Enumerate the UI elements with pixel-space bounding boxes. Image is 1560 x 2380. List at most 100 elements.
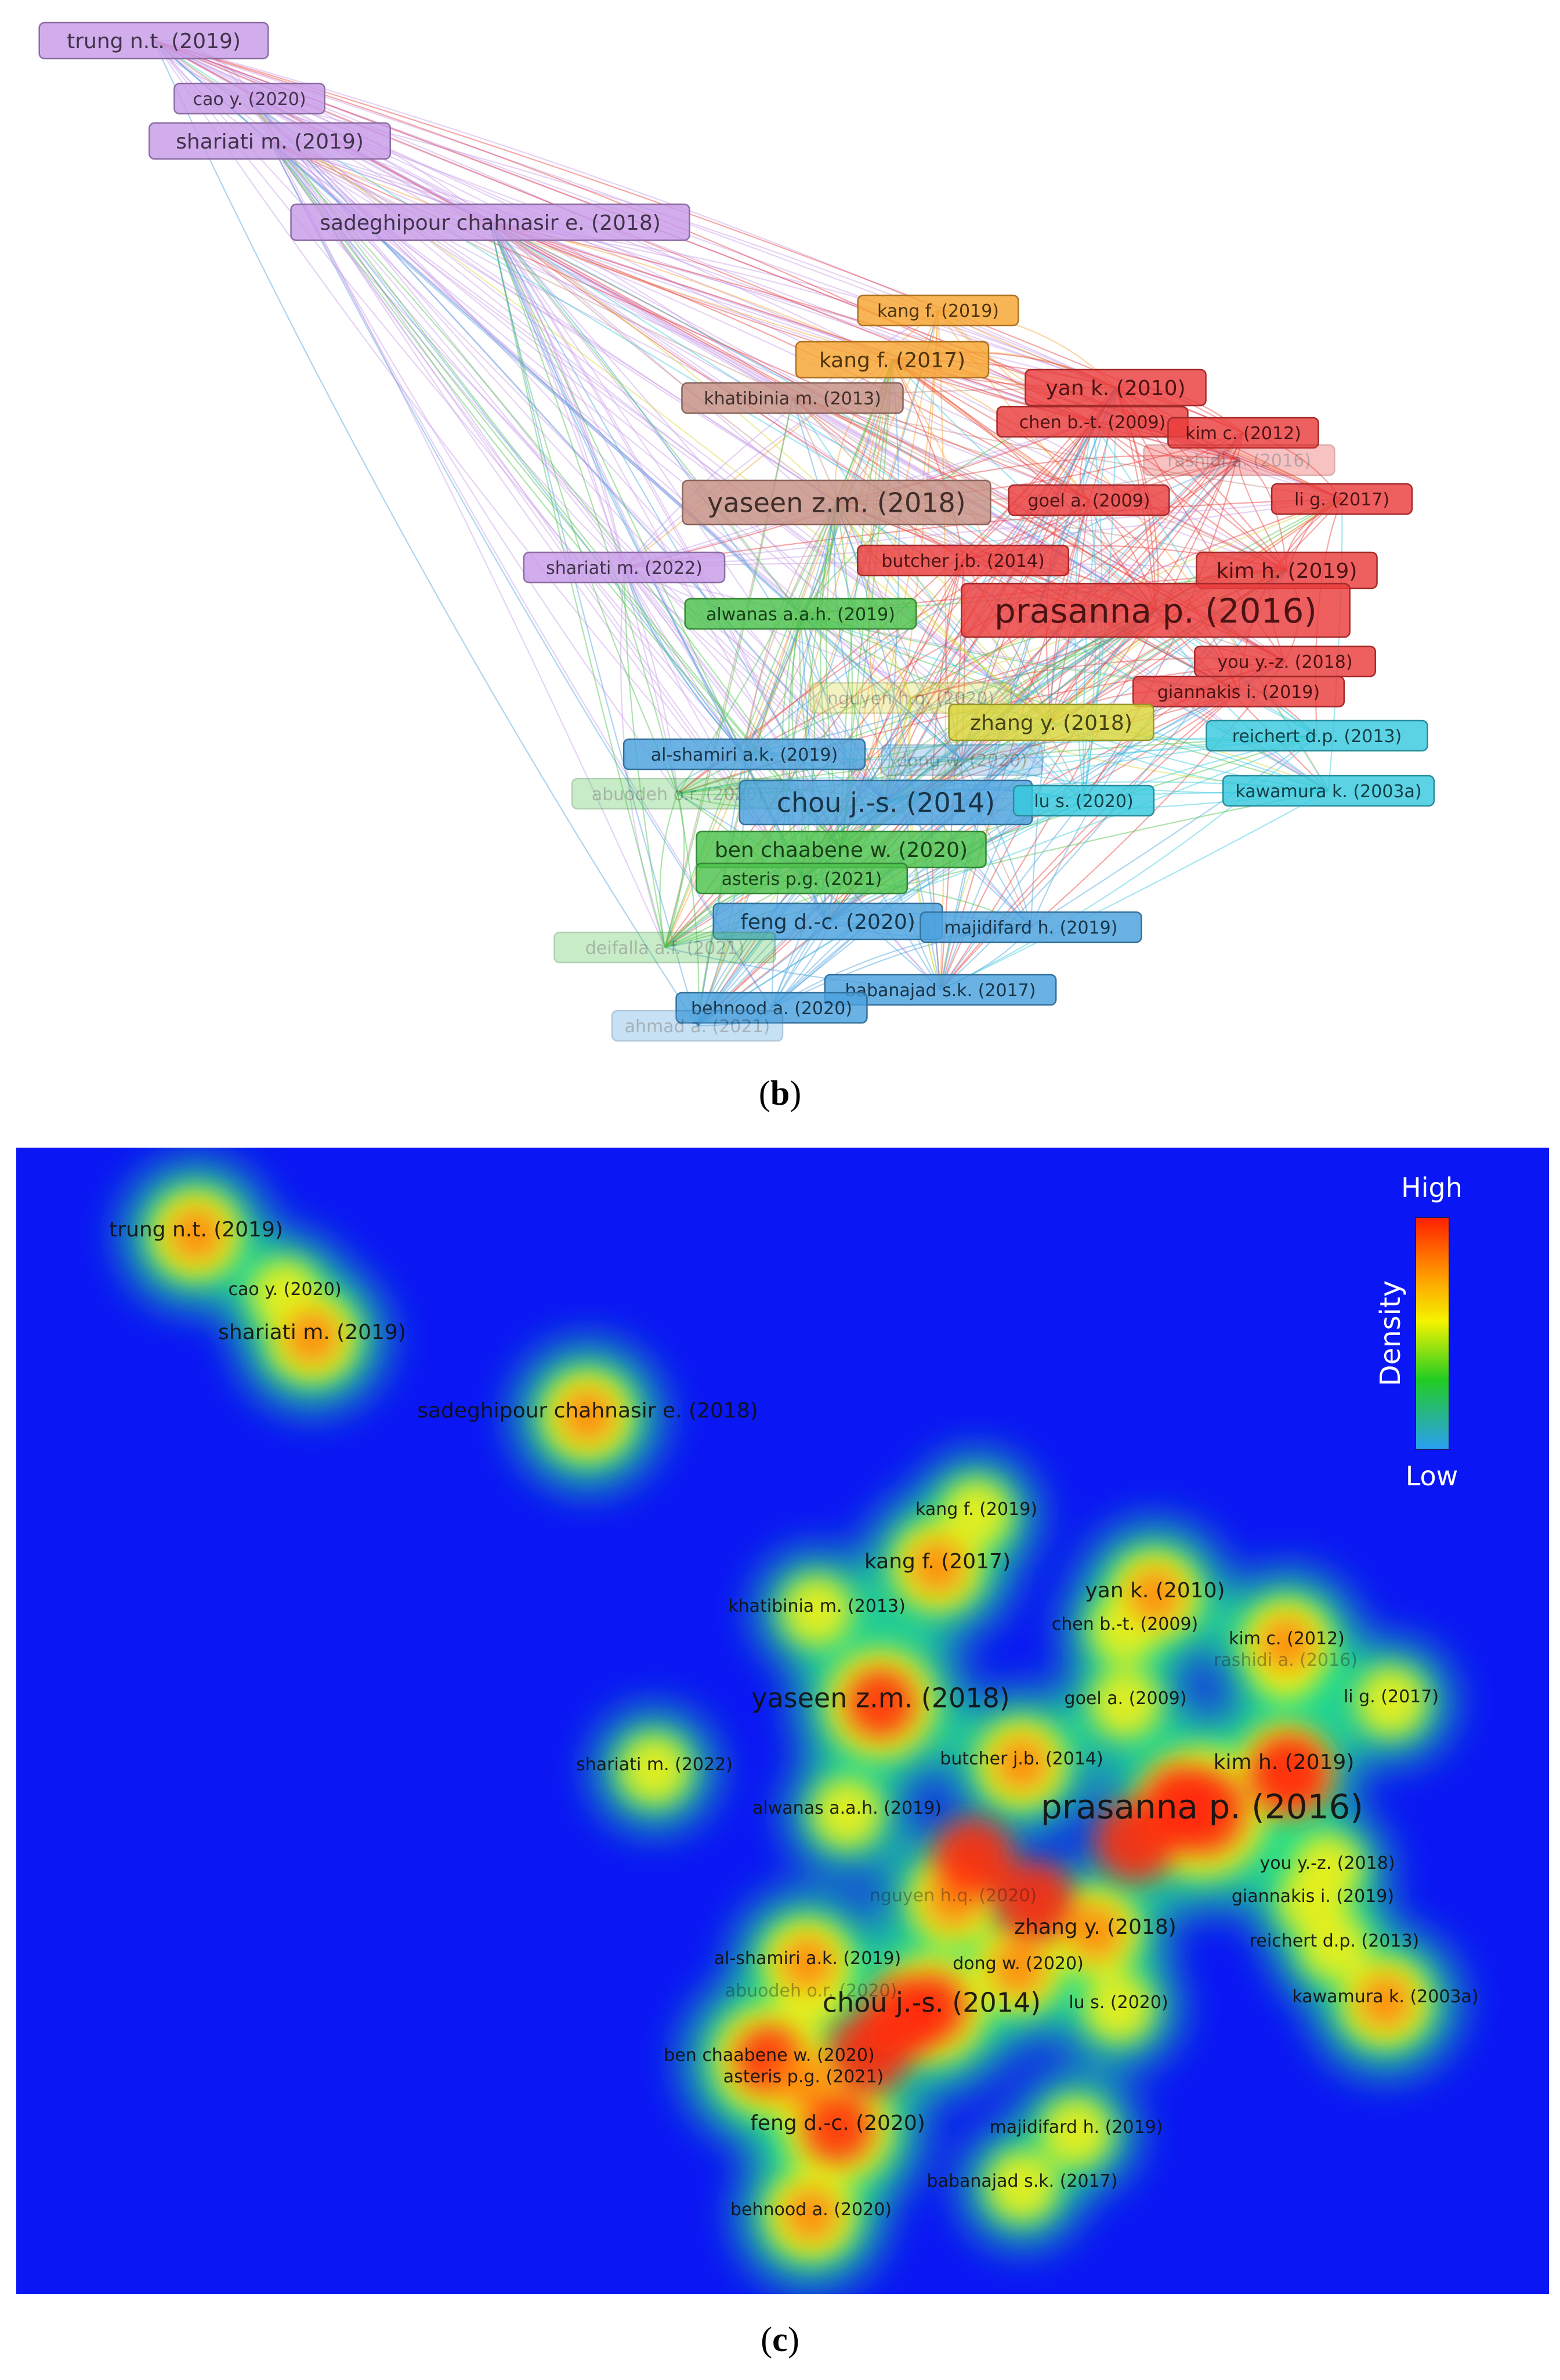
network-link <box>269 140 1116 389</box>
network-node-rashidi-a-2016[interactable]: rashidi a. (2016) <box>1143 444 1335 476</box>
network-link <box>490 222 962 761</box>
network-node-box <box>948 703 1154 742</box>
density-visualization-panel: trung n.t. (2019) cao y. (2020) shariati m… <box>16 1148 1549 2294</box>
density-core <box>995 1737 1048 1791</box>
network-link <box>489 222 745 755</box>
network-node-cao-y-2020[interactable]: cao y. (2020) <box>173 82 325 115</box>
network-node-behnood-a-2020[interactable]: behnood a. (2020) <box>675 992 868 1024</box>
network-node-majidifard-h-2019[interactable]: majidifard h. (2019) <box>920 911 1142 943</box>
network-link <box>938 310 1329 791</box>
network-node-khatibinia-m-2013[interactable]: khatibinia m. (2013) <box>681 382 904 414</box>
network-node-kang-f-2019[interactable]: kang f. (2019) <box>857 294 1019 327</box>
density-label-shariati-m-2019: shariati m. (2019) <box>218 1321 406 1344</box>
network-node-label: deifalla a.f. (2021) <box>585 938 745 958</box>
network-node-ahmad-a-2021[interactable]: ahmad a. (2021) <box>611 1010 784 1042</box>
network-node-label: kang f. (2017) <box>819 349 965 372</box>
network-link <box>836 502 1084 801</box>
density-mid <box>987 2151 1057 2221</box>
network-node-babanajad-s-k-2017[interactable]: babanajad s.k. (2017) <box>824 974 1057 1006</box>
network-node-you-y-z-2018[interactable]: you y.-z. (2018) <box>1194 645 1376 678</box>
network-node-chou-j-s-2014[interactable]: chou j.-s. (2014) <box>739 779 1033 826</box>
network-link <box>836 502 1052 723</box>
density-label-alwanas-a-a-h-2019: alwanas a.a.h. (2019) <box>752 1798 942 1818</box>
network-link <box>800 613 1329 792</box>
network-link <box>939 722 1052 990</box>
network-node-box <box>290 203 690 241</box>
density-core <box>561 1389 614 1442</box>
network-node-box <box>1222 775 1435 807</box>
network-node-box <box>961 583 1351 638</box>
network-node-kim-c-2012[interactable]: kim c. (2012) <box>1167 417 1319 449</box>
density-label-rashidi-a-2016: rashidi a. (2016) <box>1214 1650 1358 1670</box>
network-link <box>269 140 1090 501</box>
network-node-shariati-m-2022[interactable]: shariati m. (2022) <box>523 551 726 584</box>
network-node-alwanas-a-a-h-2019[interactable]: alwanas a.a.h. (2019) <box>684 598 917 630</box>
network-node-kawamura-k-2003a[interactable]: kawamura k. (2003a) <box>1222 775 1435 807</box>
network-node-li-g-2017[interactable]: li g. (2017) <box>1271 483 1413 515</box>
network-link <box>249 98 886 803</box>
network-link <box>1030 500 1090 928</box>
network-node-goel-a-2009[interactable]: goel a. (2009) <box>1008 484 1170 516</box>
network-link <box>677 432 1244 794</box>
network-node-label: zhang y. (2018) <box>970 711 1132 735</box>
network-node-dong-w-2020[interactable]: dong w. (2020) <box>881 744 1043 776</box>
network-link <box>800 613 1031 928</box>
network-node-trung-n-t-2019[interactable]: trung n.t. (2019) <box>38 21 269 60</box>
network-node-box <box>1012 784 1155 817</box>
network-link <box>249 98 1052 723</box>
network-link <box>490 221 1090 501</box>
network-link <box>696 613 802 1026</box>
network-node-label: alwanas a.a.h. (2019) <box>706 605 895 625</box>
density-map: trung n.t. (2019) cao y. (2020) shariati m… <box>16 1148 1549 2294</box>
network-link <box>153 39 1287 571</box>
network-node-sadeghipour-chahnasir-e-2018[interactable]: sadeghipour chahnasir e. (2018) <box>290 203 690 241</box>
network-node-label: shariati m. (2019) <box>176 130 364 154</box>
network-link <box>937 310 947 990</box>
network-node-asteris-p-g-2021[interactable]: asteris p.g. (2021) <box>695 862 909 895</box>
network-node-abuodeh-o-r-2020[interactable]: abuodeh o.r. (2020) <box>571 777 784 810</box>
density-mid <box>812 1778 882 1848</box>
network-link <box>249 98 625 568</box>
network-node-yaseen-z-m-2018[interactable]: yaseen z.m. (2018) <box>682 479 991 526</box>
network-node-box <box>675 992 868 1024</box>
network-node-kang-f-2017[interactable]: kang f. (2017) <box>795 341 990 379</box>
network-node-al-shamiri-a-k-2019[interactable]: al-shamiri a.k. (2019) <box>622 738 866 771</box>
network-node-giannakis-i-2019[interactable]: giannakis i. (2019) <box>1132 675 1345 708</box>
network-node-butcher-j-b-2014[interactable]: butcher j.b. (2014) <box>856 544 1070 577</box>
network-link <box>940 790 1329 990</box>
network-node-box <box>824 974 1057 1006</box>
density-core <box>777 2055 830 2108</box>
density-label-ben-chaabene-w-2020: ben chaabene w. (2020) <box>664 2045 874 2066</box>
network-node-yan-k-2010[interactable]: yan k. (2010) <box>1025 368 1207 407</box>
density-label-dong-w-2020: dong w. (2020) <box>953 1954 1084 1974</box>
network-node-box <box>1206 719 1428 752</box>
network-node-feng-d-c-2020[interactable]: feng d.-c. (2020) <box>712 902 943 941</box>
network-node-label: babanajad s.k. (2017) <box>845 981 1036 1001</box>
network-node-deifalla-a-f-2021[interactable]: deifalla a.f. (2021) <box>553 931 776 964</box>
network-link <box>939 387 1117 990</box>
network-link <box>892 359 964 561</box>
network-node-label: trung n.t. (2019) <box>67 30 241 53</box>
network-node-chen-b-t-2009[interactable]: chen b.-t. (2009) <box>996 406 1189 438</box>
network-node-lu-s-2020[interactable]: lu s. (2020) <box>1012 784 1155 817</box>
density-label-goel-a-2009: goel a. (2009) <box>1065 1688 1187 1709</box>
network-link <box>940 691 1239 990</box>
network-link <box>801 560 964 879</box>
network-link <box>624 498 1342 569</box>
network-node-reichert-d-p-2013[interactable]: reichert d.p. (2013) <box>1206 719 1428 752</box>
density-blobs <box>124 1163 1457 2287</box>
network-node-box <box>1167 417 1319 449</box>
network-node-ben-chaabene-w-2020[interactable]: ben chaabene w. (2020) <box>696 830 987 869</box>
network-node-shariati-m-2019[interactable]: shariati m. (2019) <box>149 122 391 160</box>
network-link <box>938 310 1090 501</box>
network-node-box <box>173 82 325 115</box>
network-link <box>792 397 1156 611</box>
network-link <box>939 387 1117 990</box>
density-label-majidifard-h-2019: majidifard h. (2019) <box>990 2117 1163 2137</box>
density-mid <box>1300 1911 1369 1981</box>
density-core-layer <box>169 1208 1412 2241</box>
network-link <box>771 691 1239 1008</box>
network-node-kim-h-2019[interactable]: kim h. (2019) <box>1196 551 1378 589</box>
network-node-prasanna-p-2016[interactable]: prasanna p. (2016) <box>961 583 1351 638</box>
network-node-zhang-y-2018[interactable]: zhang y. (2018) <box>948 703 1154 742</box>
